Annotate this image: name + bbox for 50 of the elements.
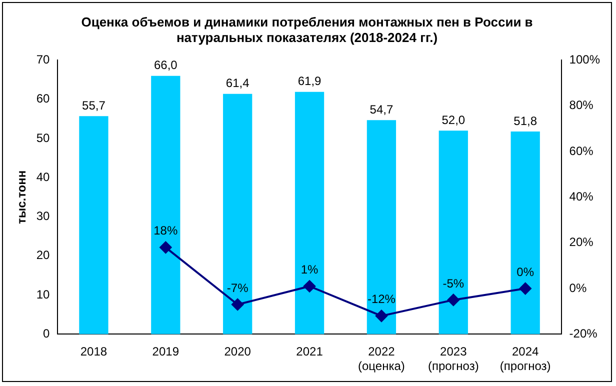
data-label: -7% (226, 280, 249, 295)
x-tick-label: 2021 (296, 344, 324, 359)
y-tick-label: 50 (36, 130, 50, 145)
point (447, 294, 460, 306)
y2-tick-label: 100% (569, 52, 600, 67)
point (304, 280, 316, 292)
data-label: 1% (300, 262, 319, 277)
point (232, 298, 244, 311)
bar (438, 130, 468, 334)
data-label: -12% (367, 292, 396, 306)
data-label: 54,7 (370, 102, 394, 116)
x-tick-label: 2023 (прогноз) (428, 344, 479, 374)
bar (223, 94, 252, 334)
y-tick-label: 70 (36, 52, 50, 67)
data-label: -5% (442, 276, 464, 290)
y-axis-title: тыс.тонн (14, 170, 29, 224)
data-label: 66,0 (154, 58, 178, 72)
bar (294, 92, 324, 334)
data-label: 18% (154, 224, 178, 238)
y-tick-label: 40 (36, 170, 50, 184)
y-tick-label: 30 (36, 209, 50, 224)
y-tick-label: 60 (36, 92, 50, 106)
data-label: 0% (516, 264, 534, 279)
bar (151, 76, 180, 334)
chart-title: Оценка объемов и динамики потребления монтажных пен в России в натуральных показателях (2018-2024 гг.) (81, 14, 533, 45)
point (519, 282, 532, 295)
y-tick-label: 10 (36, 287, 50, 302)
y2-tick-label: 60% (569, 144, 594, 158)
bar (510, 131, 540, 334)
y-tick-label: 20 (36, 248, 50, 262)
bar (366, 120, 396, 334)
y2-tick-label: 20% (569, 235, 594, 250)
bar (79, 116, 108, 334)
data-label: 55,7 (82, 98, 106, 112)
y-tick-label: 0 (43, 326, 50, 341)
point (160, 241, 172, 254)
x-tick-label: 2022 (оценка) (358, 344, 405, 374)
data-label: 61,4 (226, 76, 250, 90)
x-tick-label: 2020 (224, 344, 252, 359)
y2-tick-label: 80% (569, 98, 594, 112)
data-label: 51,8 (514, 114, 538, 128)
x-tick-label: 2019 (152, 344, 180, 359)
y2-tick-label: -20% (569, 326, 598, 341)
y2-tick-label: 40% (569, 190, 594, 204)
x-tick-label: 2024 (прогноз) (500, 344, 551, 374)
data-label: 52,0 (442, 112, 466, 127)
point (375, 310, 388, 322)
data-label: 61,9 (298, 74, 322, 88)
x-tick-label: 2018 (80, 344, 108, 359)
y2-tick-label: 0% (569, 280, 587, 295)
